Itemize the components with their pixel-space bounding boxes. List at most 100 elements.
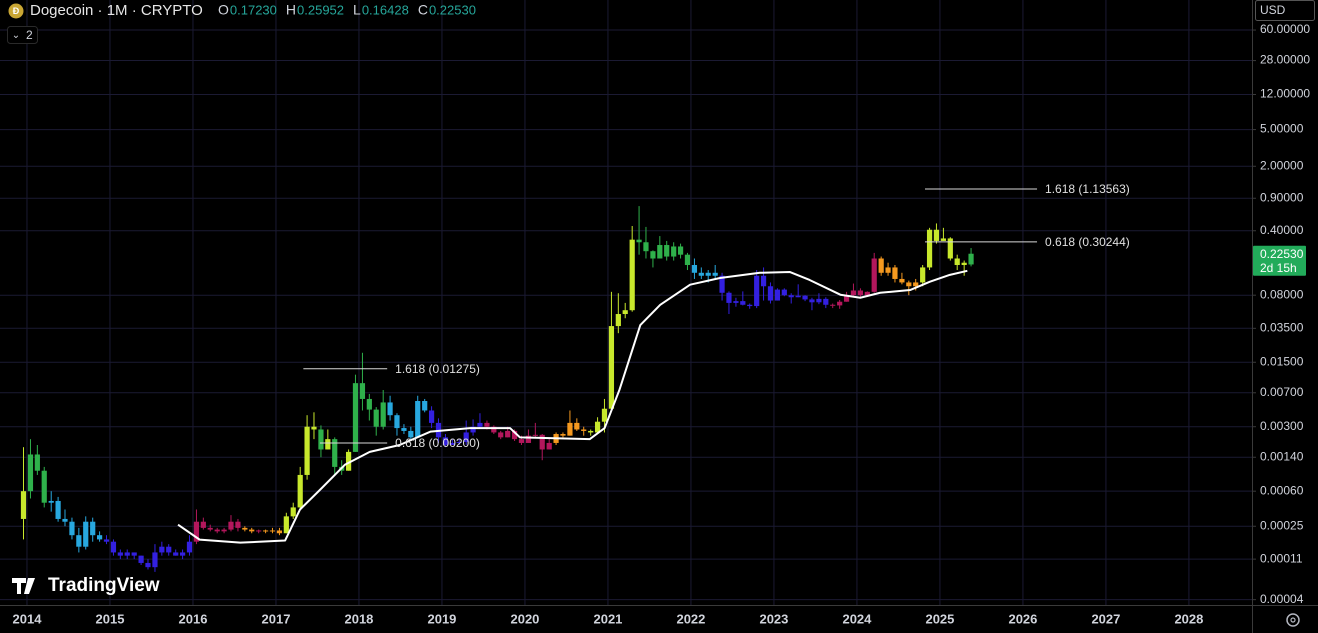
currency-border[interactable] [1255, 0, 1315, 21]
candle-body [276, 530, 283, 534]
settings-button[interactable] [1286, 613, 1300, 627]
candle-body [249, 529, 255, 532]
candle-body [456, 441, 462, 443]
plot-area: 1.618 (0.01275) 0.618 (0.00200) 1.618 (1.1… [20, 182, 1130, 572]
settings-icon[interactable] [1286, 613, 1300, 627]
candle-body [705, 272, 711, 276]
candle-body [760, 275, 767, 287]
candle-body [387, 402, 393, 416]
candle-body [864, 291, 870, 296]
y-tick-label: 0.40000 [1260, 223, 1304, 237]
x-tick-label: 2017 [262, 611, 291, 626]
axes: 60.00000 28.00000 12.00000 5.00000 2.00000 0.… [13, 22, 1311, 626]
candle-body [283, 516, 289, 534]
candle-body [48, 500, 54, 503]
candle-body [124, 552, 130, 556]
candle-body [878, 258, 884, 273]
candle-body [145, 562, 151, 568]
candle-body [837, 301, 843, 306]
candle-body [574, 422, 580, 430]
candle-body [269, 530, 276, 532]
candle-body [657, 245, 663, 259]
candle-body [166, 546, 172, 553]
y-tick-label: 0.00004 [1260, 592, 1304, 606]
candle-body [906, 282, 912, 287]
grid [0, 0, 1252, 605]
x-tick-label: 2019 [427, 611, 456, 626]
candle-body [83, 521, 89, 547]
candle-body [62, 518, 68, 522]
x-tick-label: 2022 [676, 611, 705, 626]
y-tick-label: 28.00000 [1260, 53, 1310, 67]
candle-body [179, 552, 186, 556]
symbol-icon-glyph: Ð [13, 6, 20, 16]
candle-body [525, 435, 532, 443]
candle-body [76, 535, 82, 547]
candle-body [428, 410, 435, 423]
candle-body [733, 301, 739, 303]
candle-body [69, 521, 75, 536]
indicator-count: 2 [26, 28, 33, 42]
currency-box[interactable]: USD [1255, 0, 1315, 21]
candle-body [691, 265, 698, 273]
candle-body [684, 254, 691, 266]
candle-body [899, 278, 905, 283]
ohlc-value: 0.22530 [429, 2, 476, 17]
candle-body [511, 430, 518, 440]
candle-body [933, 229, 940, 241]
fib-level-label: 0.618 (0.00200) [395, 436, 480, 450]
fib-level-label: 0.618 (0.30244) [1045, 235, 1130, 249]
candle-body [940, 238, 947, 241]
y-tick-label: 2.00000 [1260, 158, 1304, 172]
x-tick-label: 2016 [179, 611, 208, 626]
candle-body [615, 314, 621, 327]
indicator-toggle[interactable] [7, 26, 38, 44]
candle-body [96, 535, 103, 540]
y-tick-label: 12.00000 [1260, 87, 1310, 101]
candle-body [422, 401, 428, 411]
header: Ð Dogecoin · 1M · CRYPTO O 0.17230 H 0.2595… [7, 2, 476, 44]
x-tick-label: 2023 [759, 611, 788, 626]
candle-body [345, 451, 352, 471]
candle-body [41, 470, 47, 503]
candle-body [55, 500, 61, 519]
candle-body [332, 439, 338, 467]
candle-body [539, 434, 545, 450]
symbol-icon [8, 3, 24, 19]
candle-body [594, 421, 601, 433]
x-tick-label: 2021 [593, 611, 622, 626]
candle-body [34, 454, 40, 471]
candle-body [795, 295, 801, 298]
candle-body [747, 304, 753, 307]
currency[interactable]: USD [1260, 3, 1286, 17]
candle-body [463, 432, 469, 442]
candle-body [809, 299, 815, 303]
candle-body [401, 428, 407, 431]
candle-body [664, 245, 670, 257]
candle-body [961, 262, 967, 266]
ohlc-value: 0.17230 [230, 2, 277, 17]
settings-icon-center [1290, 617, 1296, 623]
candle-body [442, 437, 449, 446]
candle-body [380, 402, 386, 427]
candle-body [325, 439, 331, 450]
countdown-label: 2d 15h [1260, 261, 1297, 275]
y-tick-label: 60.00000 [1260, 22, 1310, 36]
y-tick-label: 5.00000 [1260, 122, 1304, 136]
candle-body [857, 290, 864, 296]
candle-body [947, 238, 953, 259]
last-price-label: 0.22530 [1260, 247, 1304, 261]
candle-body [373, 409, 379, 427]
candle-body [671, 246, 677, 257]
candle-body [366, 398, 372, 410]
candle-body [152, 552, 158, 568]
chart-title[interactable]: Dogecoin · 1M · CRYPTO [30, 2, 203, 19]
candle-body [767, 286, 774, 301]
candle-body [816, 298, 822, 303]
candle-body [290, 507, 296, 517]
candle-body [318, 429, 324, 450]
candle-body [802, 295, 808, 300]
x-tick-label: 2024 [842, 611, 872, 626]
candle-body [601, 408, 608, 422]
